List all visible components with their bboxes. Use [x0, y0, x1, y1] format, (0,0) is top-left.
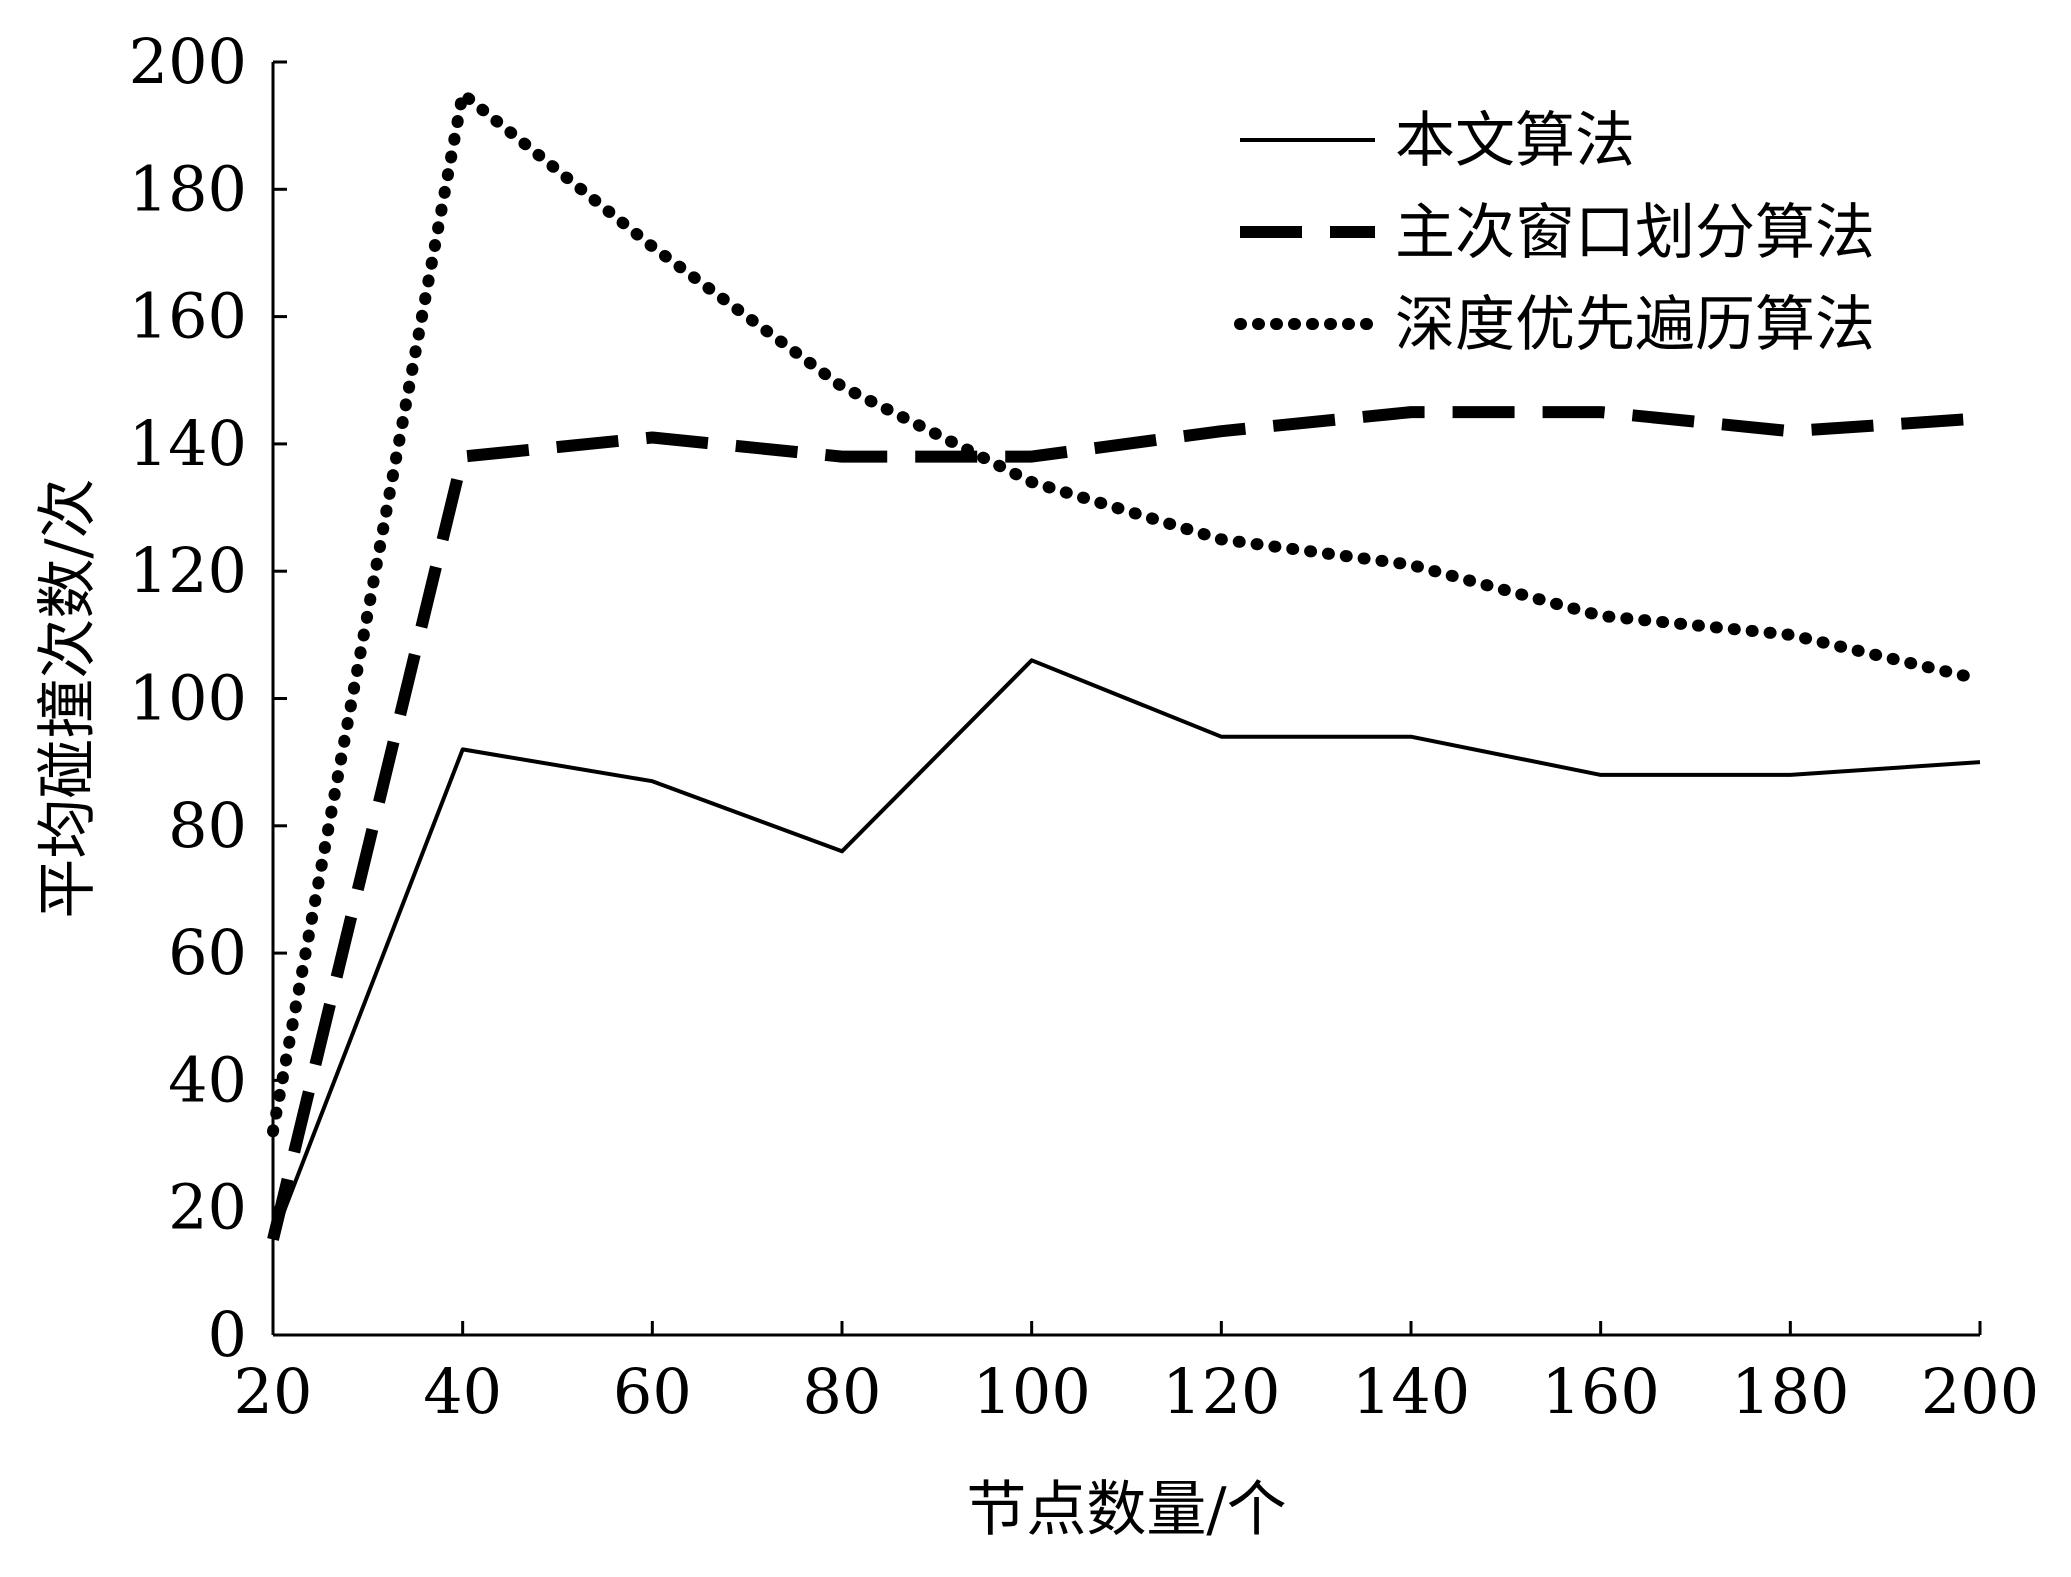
series-2 — [267, 406, 1984, 1241]
legend-label: 深度优先遍历算法 — [1395, 290, 1875, 360]
series-line — [267, 87, 1986, 1138]
data-point — [1597, 612, 1605, 620]
data-point — [1976, 758, 1984, 766]
y-tick-label: 20 — [168, 1171, 247, 1244]
legend-item: 本文算法 — [1240, 106, 1635, 176]
data-point — [648, 434, 656, 442]
data-point — [648, 777, 656, 785]
x-axis-title: 节点数量/个 — [966, 1475, 1286, 1545]
data-point — [1028, 656, 1036, 664]
y-tick-label: 100 — [129, 662, 247, 735]
legend-item: 深度优先遍历算法 — [1234, 290, 1875, 360]
y-tick-label: 200 — [129, 25, 247, 98]
data-point — [838, 847, 846, 855]
data-point — [1028, 478, 1036, 486]
y-axis-title: 平均碰撞次数/次 — [33, 478, 103, 918]
series-line — [267, 406, 1981, 1241]
data-point — [1597, 408, 1605, 416]
data-point — [1217, 427, 1225, 435]
x-tick-label: 20 — [234, 1355, 313, 1428]
y-tick-label: 120 — [129, 534, 247, 607]
legend-label: 主次窗口划分算法 — [1395, 198, 1875, 268]
data-point — [1597, 771, 1605, 779]
data-point — [1407, 733, 1415, 741]
x-tick-label: 120 — [1162, 1355, 1280, 1428]
data-point — [1407, 561, 1415, 569]
plot-area — [267, 87, 1986, 1241]
data-point — [648, 243, 656, 251]
data-point — [1217, 535, 1225, 543]
x-axis-ticks: 20 40 60 80 100 120 140 160 180 200 — [234, 1321, 2039, 1428]
y-tick-label: 140 — [129, 407, 247, 480]
series-1 — [271, 656, 1984, 1241]
y-tick-label: 180 — [129, 152, 247, 225]
x-tick-label: 160 — [1541, 1355, 1659, 1428]
y-tick-label: 160 — [129, 280, 247, 353]
x-tick-label: 100 — [972, 1355, 1090, 1428]
data-point — [459, 90, 467, 98]
data-point — [1976, 414, 1984, 422]
data-point — [459, 745, 467, 753]
y-axis-ticks: 0 20 40 60 80 100 120 140 160 180 200 — [129, 25, 287, 1371]
data-point — [838, 453, 846, 461]
series-3 — [267, 87, 1986, 1138]
series-line — [271, 658, 1981, 1241]
data-point — [1028, 453, 1036, 461]
data-point — [1217, 733, 1225, 741]
x-tick-label: 200 — [1921, 1355, 2039, 1428]
x-tick-label: 60 — [613, 1355, 692, 1428]
y-tick-label: 0 — [208, 1298, 247, 1371]
x-tick-label: 180 — [1731, 1355, 1849, 1428]
data-point — [1407, 408, 1415, 416]
data-point — [459, 453, 467, 461]
y-tick-label: 40 — [168, 1043, 247, 1116]
x-tick-label: 80 — [803, 1355, 882, 1428]
x-tick-label: 40 — [423, 1355, 502, 1428]
y-tick-label: 60 — [168, 916, 247, 989]
data-point — [1786, 427, 1794, 435]
x-tick-label: 140 — [1352, 1355, 1470, 1428]
legend-item: 主次窗口划分算法 — [1240, 198, 1875, 268]
y-tick-label: 80 — [168, 789, 247, 862]
data-point — [1976, 675, 1984, 683]
legend-label: 本文算法 — [1395, 106, 1635, 176]
data-point — [838, 383, 846, 391]
data-point — [1786, 771, 1794, 779]
data-point — [1786, 631, 1794, 639]
